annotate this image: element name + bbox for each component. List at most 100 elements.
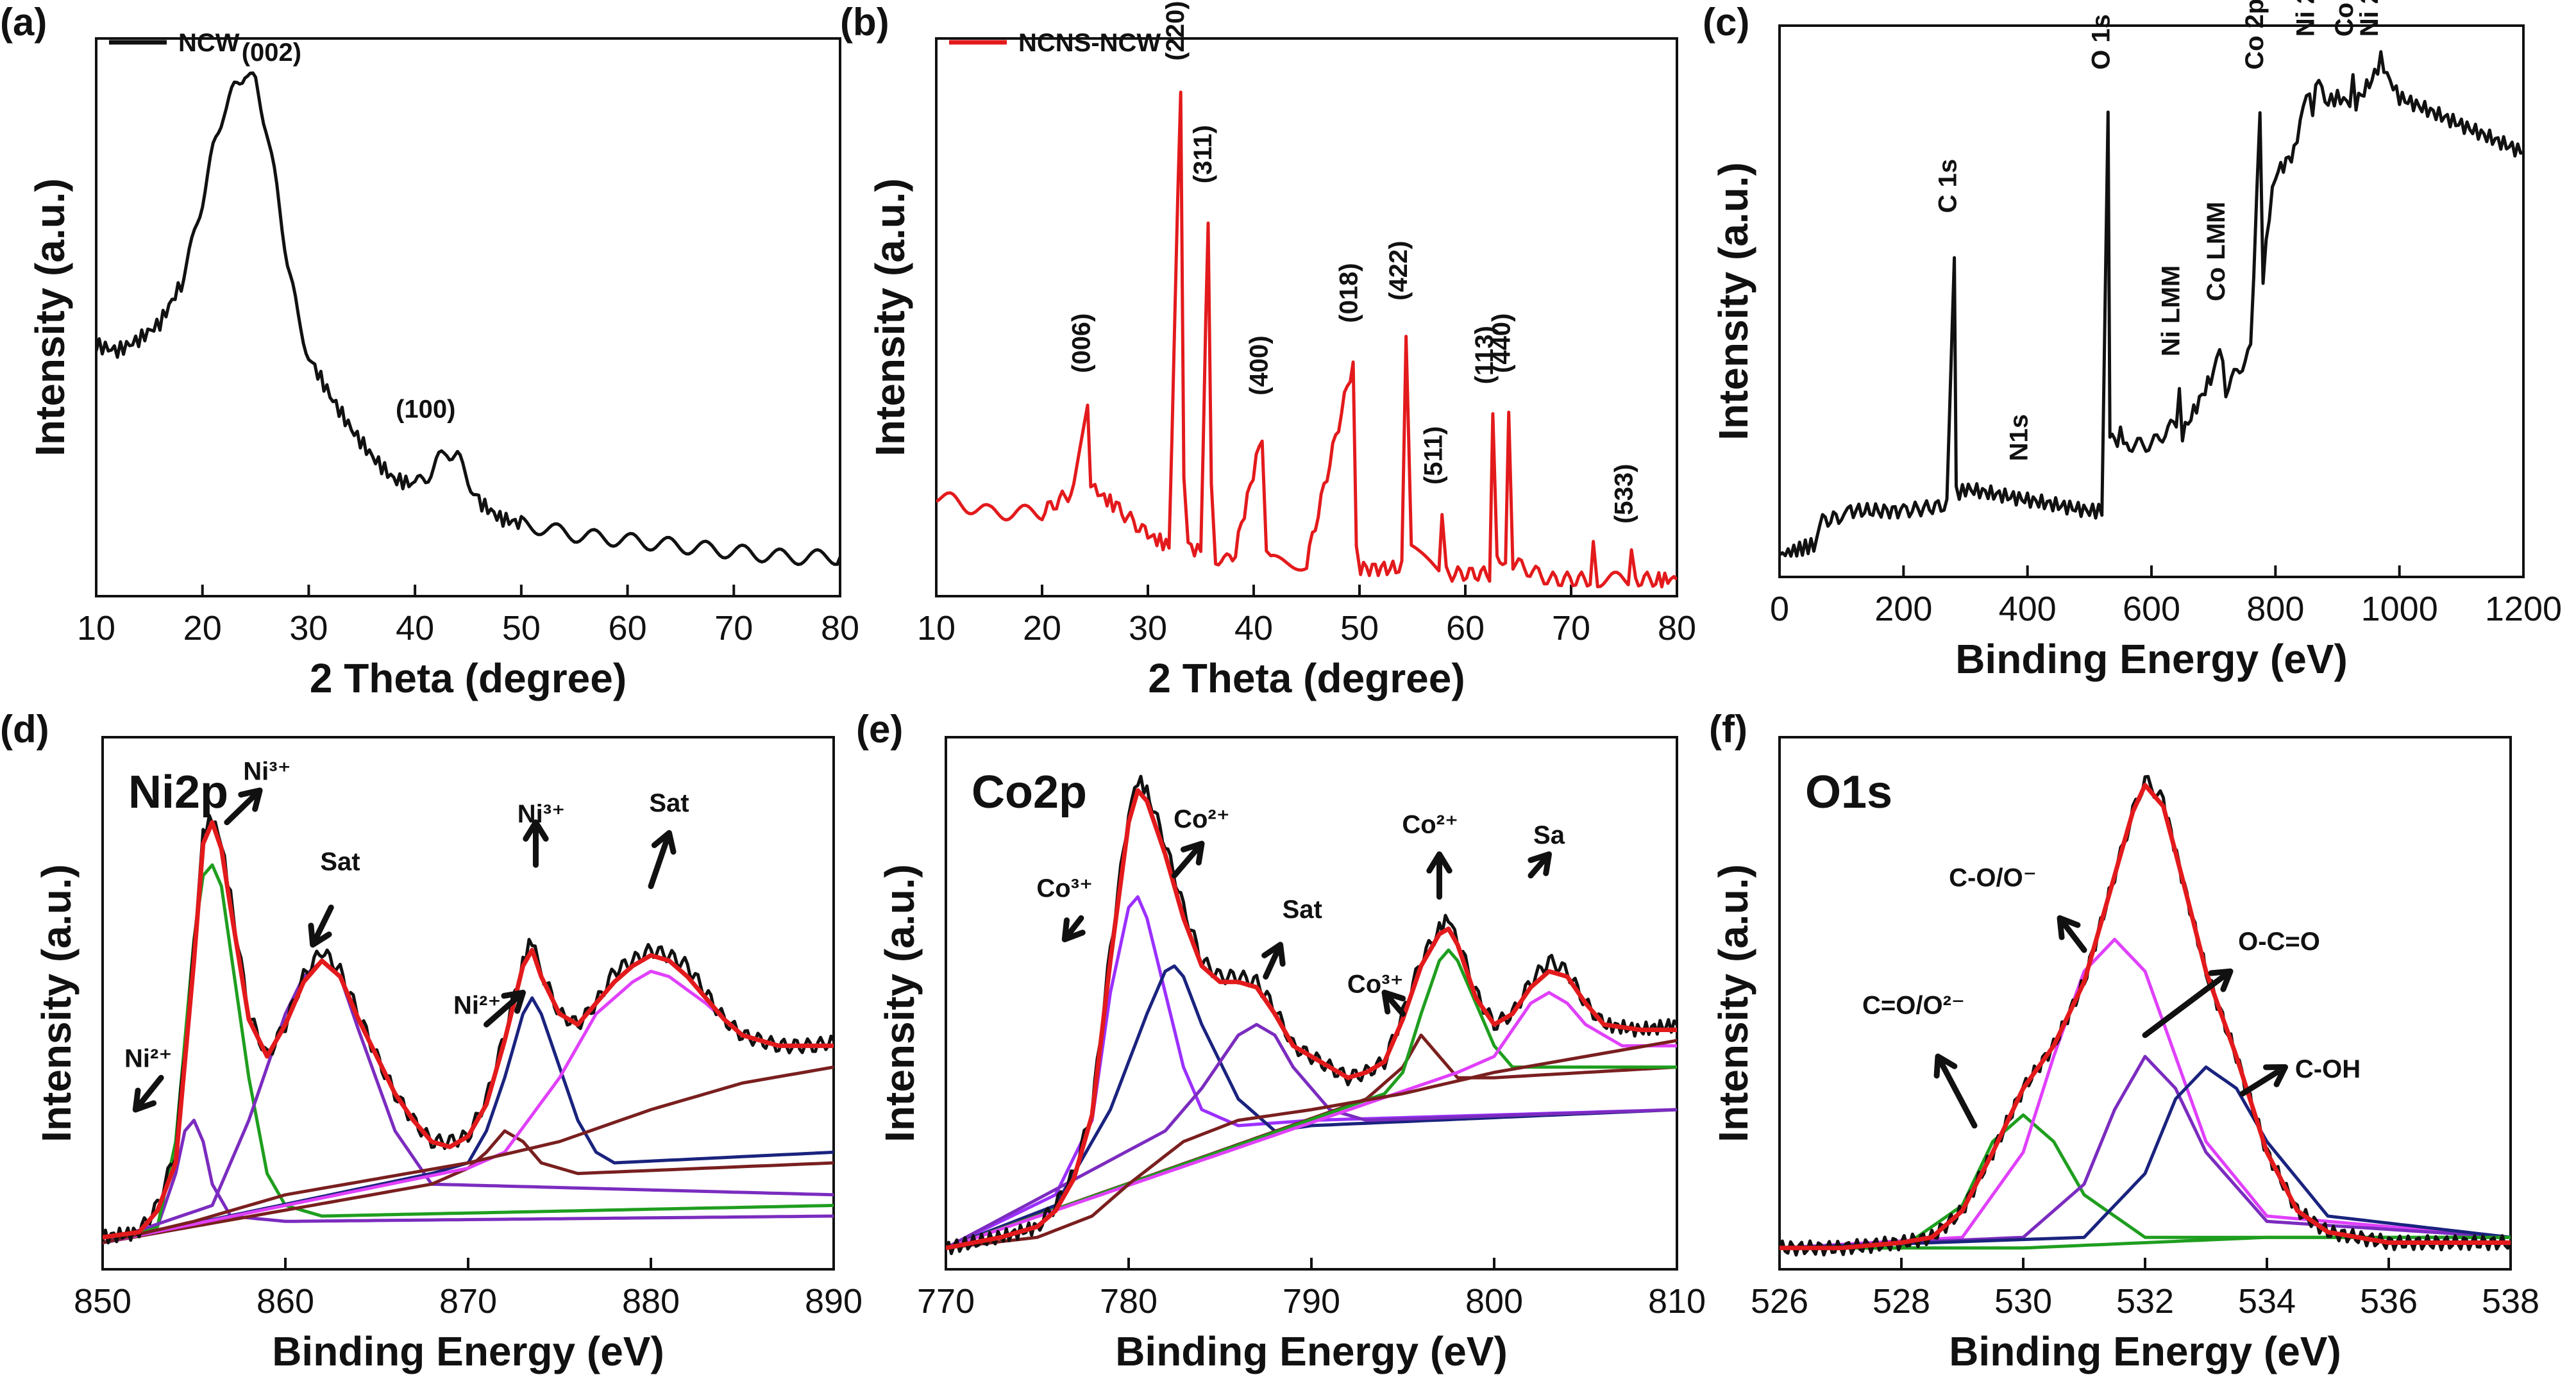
annotation: (422)	[1385, 241, 1413, 301]
chart-panel-c: 0 200 400 600 800 1000 1200 Binding Energy (eV)…	[1703, 0, 2562, 682]
series-line-sat-2p1-2	[946, 990, 1677, 1250]
annotation-arrow	[224, 787, 263, 826]
y-axis-title: Intensity (a.u.)	[867, 178, 913, 456]
annotation-arrow	[2142, 968, 2234, 1038]
x-tick-label: 70	[1552, 609, 1590, 647]
series-line-c-oh	[1780, 1065, 2511, 1250]
annotation-arrow	[1061, 915, 1086, 942]
annotation-arrow	[1528, 851, 1552, 879]
annotation: C 1s	[1934, 159, 1962, 213]
annotation-arrow	[648, 830, 677, 889]
x-tick-label: 880	[622, 1282, 680, 1321]
annotation: Co LMM	[2202, 201, 2230, 301]
x-tick-label: 80	[1658, 609, 1696, 647]
annotation: (400)	[1245, 335, 1273, 395]
x-tick-label: 780	[1100, 1282, 1158, 1321]
annotation: Ni LMM	[2157, 265, 2185, 356]
x-tick-label: 10	[917, 609, 955, 647]
x-tick-label: 526	[1751, 1282, 1808, 1321]
x-tick-label: 536	[2360, 1282, 2418, 1321]
x-axis-title: Binding Energy (eV)	[272, 1328, 664, 1374]
chart-panel-e: 770 780 790 800 810 Binding Energy (eV) Intens…	[856, 708, 1706, 1374]
x-tick-label: 40	[1234, 609, 1273, 647]
series-line-ncw	[96, 71, 840, 566]
annotation: (006)	[1067, 313, 1095, 373]
annotation-arrow	[484, 989, 526, 1028]
panel-letter-e: (e)	[856, 708, 903, 751]
series-line-ni3-2p3-2	[103, 863, 834, 1244]
x-tick-label: 30	[289, 609, 328, 647]
x-tick-label: 70	[714, 609, 753, 647]
annotation: Co²⁺	[1402, 810, 1458, 838]
legend-label: NCNS-NCW	[1018, 29, 1161, 57]
annotation-arrow	[2057, 915, 2087, 953]
legend-label: NCW	[178, 29, 240, 57]
x-tick-label: 0	[1770, 590, 1789, 628]
annotation: (311)	[1189, 125, 1217, 183]
annotation-arrow	[1426, 851, 1452, 900]
series-group	[96, 71, 840, 566]
annotation: C=O/O²⁻	[1862, 992, 1965, 1020]
x-tick-label: 870	[439, 1282, 497, 1321]
annotation: Ni 2s	[2355, 0, 2384, 37]
x-tick-label: 60	[1446, 609, 1485, 647]
x-tick-label: 800	[2246, 590, 2304, 628]
y-axis-title: Intensity (a.u.)	[1710, 864, 1756, 1142]
x-tick-label: 810	[1648, 1282, 1706, 1321]
x-tick-label: 890	[805, 1282, 863, 1321]
series-line-survey	[1780, 50, 2523, 558]
x-tick-label: 860	[257, 1282, 314, 1321]
series-group	[103, 813, 834, 1245]
annotation: Sat	[649, 789, 689, 817]
annotation: Ni 2p	[2291, 0, 2319, 37]
x-tick-label: 40	[396, 609, 434, 647]
annotation-arrow	[1381, 989, 1406, 1017]
annotation: Co 2s	[2330, 0, 2359, 37]
panel-letter-f: (f)	[1709, 708, 1747, 751]
x-tick-label: 20	[1023, 609, 1061, 647]
annotation: Sat	[320, 848, 360, 876]
y-axis-title: Intensity (a.u.)	[1710, 162, 1756, 440]
annotation-arrow	[1261, 942, 1286, 980]
x-tick-label: 30	[1129, 609, 1167, 647]
annotation: Ni³⁺	[243, 757, 290, 785]
series-line-c-o-o-	[1780, 937, 2511, 1250]
x-tick-label: 60	[609, 609, 647, 647]
x-tick-label: 530	[1994, 1282, 2052, 1321]
x-tick-label: 50	[1340, 609, 1379, 647]
panel-letter-b: (b)	[840, 1, 889, 44]
panel-letter-a: (a)	[0, 1, 47, 44]
series-line-sat-2p1-2	[103, 969, 834, 1244]
y-axis-title: Intensity (a.u.)	[33, 864, 80, 1142]
series-line-fit-envelope	[1780, 783, 2511, 1251]
series-line-ni2-2p3-2	[103, 1119, 834, 1244]
annotation: N1s	[2005, 414, 2033, 461]
chart-panel-b: 10 20 30 40 50 60 70 80 2 Theta (degree) Intensit…	[840, 1, 1696, 701]
annotation-arrow	[2239, 1064, 2288, 1097]
series-line-fit-envelope	[946, 788, 1677, 1251]
series-line-raw	[946, 774, 1677, 1255]
series-group	[946, 774, 1677, 1255]
x-axis-title: Binding Energy (eV)	[1115, 1328, 1508, 1374]
x-tick-label: 400	[1999, 590, 2057, 628]
annotation: (002)	[242, 38, 301, 67]
spectrum-label: Ni2p	[128, 767, 228, 818]
annotation: Ni²⁺	[124, 1045, 172, 1073]
spectrum-label: O1s	[1805, 767, 1892, 818]
x-axis-title: 2 Theta (degree)	[310, 655, 627, 701]
annotation: (533)	[1610, 464, 1638, 524]
annotation: (440)	[1487, 313, 1515, 373]
x-tick-label: 1200	[2485, 590, 2562, 628]
x-tick-label: 20	[183, 609, 222, 647]
series-line-o-c-o	[1780, 1055, 2511, 1250]
annotation: Sa	[1533, 821, 1565, 849]
series-group	[1780, 50, 2523, 558]
annotation-arrow	[308, 905, 334, 948]
series-line-sat-2p3-2	[103, 959, 834, 1244]
x-axis-title: Binding Energy (eV)	[1955, 636, 2348, 682]
x-tick-label: 80	[821, 609, 859, 647]
x-tick-label: 50	[502, 609, 541, 647]
x-tick-label: 850	[74, 1282, 131, 1321]
x-tick-label: 200	[1874, 590, 1932, 628]
